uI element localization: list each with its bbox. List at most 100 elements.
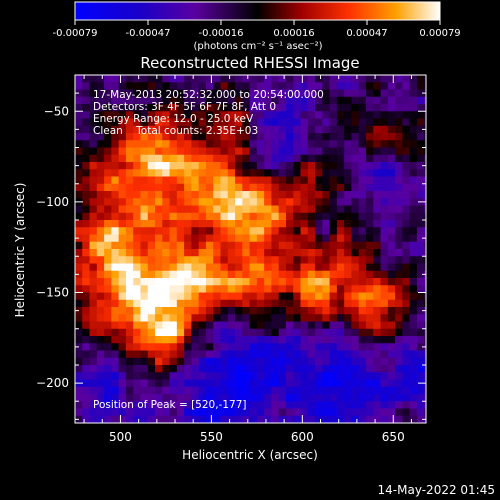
heatmap-cell xyxy=(235,96,243,105)
heatmap-cell xyxy=(336,191,345,199)
heatmap-cell xyxy=(402,256,411,264)
heatmap-cell xyxy=(278,292,287,301)
heatmap-cell xyxy=(147,401,156,409)
heatmap-cell xyxy=(285,365,294,373)
heatmap-cell xyxy=(133,89,141,98)
heatmap-cell xyxy=(387,415,396,423)
heatmap-cell xyxy=(176,234,185,243)
heatmap-cell xyxy=(329,350,338,359)
heatmap-cell xyxy=(358,256,367,264)
heatmap-cell xyxy=(104,75,112,83)
heatmap-cell xyxy=(235,401,243,409)
annotation-peak: Position of Peak = [520,-177] xyxy=(93,399,247,411)
heatmap-cell xyxy=(300,372,309,380)
heatmap-cell xyxy=(365,415,374,423)
heatmap-cell xyxy=(424,350,426,359)
heatmap-cell xyxy=(213,314,221,322)
heatmap-cell xyxy=(285,198,294,206)
heatmap-cell xyxy=(118,328,127,337)
heatmap-cell xyxy=(315,133,323,141)
heatmap-cell xyxy=(424,241,426,250)
heatmap-cell xyxy=(395,154,403,163)
heatmap-cell xyxy=(365,234,374,243)
heatmap-cell xyxy=(387,118,396,127)
heatmap-cell xyxy=(242,365,251,373)
heatmap-cell xyxy=(155,169,163,177)
heatmap-cell xyxy=(416,82,425,90)
heatmap-cell xyxy=(162,125,171,134)
heatmap-cell xyxy=(344,75,352,83)
heatmap-cell xyxy=(336,328,345,337)
heatmap-cell xyxy=(307,140,316,148)
heatmap-cell xyxy=(162,256,171,264)
heatmap-cell xyxy=(118,415,127,423)
heatmap-cell xyxy=(220,176,229,185)
heatmap-cell xyxy=(184,372,192,380)
heatmap-cell xyxy=(184,176,192,185)
heatmap-cell xyxy=(322,82,331,90)
heatmap-cell xyxy=(387,234,396,243)
heatmap-cell xyxy=(256,234,265,243)
heatmap-cell xyxy=(424,394,426,402)
heatmap-cell xyxy=(380,169,389,177)
heatmap-cell xyxy=(351,350,360,359)
heatmap-cell xyxy=(111,256,120,264)
heatmap-cell xyxy=(82,96,91,105)
heatmap-cell xyxy=(358,154,367,163)
heatmap-cell xyxy=(249,183,258,192)
heatmap-cell xyxy=(329,270,338,279)
heatmap-cell xyxy=(373,365,382,373)
heatmap-cell xyxy=(82,343,91,351)
heatmap-cell xyxy=(285,379,294,388)
heatmap-cell xyxy=(75,408,83,417)
heatmap-cell xyxy=(373,118,382,127)
heatmap-cell xyxy=(191,328,200,337)
heatmap-cell xyxy=(387,278,396,286)
heatmap-cell xyxy=(176,140,185,148)
heatmap-cell xyxy=(205,401,214,409)
heatmap-cell xyxy=(256,220,265,228)
heatmap-cell xyxy=(322,183,331,192)
heatmap-cell xyxy=(111,314,120,322)
heatmap-cell xyxy=(104,176,112,185)
heatmap-cell xyxy=(329,205,338,214)
heatmap-cell xyxy=(285,408,294,417)
heatmap-cell xyxy=(227,314,236,322)
heatmap-cell xyxy=(125,256,134,264)
heatmap-cell xyxy=(235,278,243,286)
heatmap-cell xyxy=(329,328,338,337)
heatmap-cell xyxy=(140,249,149,257)
heatmap-cell xyxy=(409,75,418,83)
heatmap-cell xyxy=(89,133,98,141)
heatmap-cell xyxy=(380,415,389,423)
heatmap-cell xyxy=(329,89,338,98)
heatmap-cell xyxy=(125,147,134,156)
heatmap-cell xyxy=(307,336,316,344)
heatmap-cell xyxy=(111,328,120,337)
heatmap-cell xyxy=(307,176,316,185)
heatmap-cell xyxy=(133,328,141,337)
heatmap-cell xyxy=(387,183,396,192)
heatmap-cell xyxy=(285,176,294,185)
heatmap-cell xyxy=(424,183,426,192)
heatmap-cell xyxy=(89,198,98,206)
heatmap-cell xyxy=(111,104,120,112)
heatmap-cell xyxy=(293,270,302,279)
heatmap-cell xyxy=(191,299,200,308)
heatmap-cell xyxy=(256,133,265,141)
heatmap-cell xyxy=(373,125,382,134)
heatmap-cell xyxy=(82,82,91,90)
heatmap-cell xyxy=(89,401,98,409)
heatmap-cell xyxy=(198,220,207,228)
heatmap-cell xyxy=(162,183,171,192)
heatmap-cell xyxy=(256,125,265,134)
heatmap-cell xyxy=(220,111,229,119)
heatmap-cell xyxy=(111,176,120,185)
heatmap-cell xyxy=(155,75,163,83)
heatmap-cell xyxy=(358,147,367,156)
heatmap-cell xyxy=(380,401,389,409)
heatmap-cell xyxy=(380,357,389,366)
heatmap-cell xyxy=(184,350,192,359)
heatmap-cell xyxy=(104,125,112,134)
heatmap-cell xyxy=(205,292,214,301)
